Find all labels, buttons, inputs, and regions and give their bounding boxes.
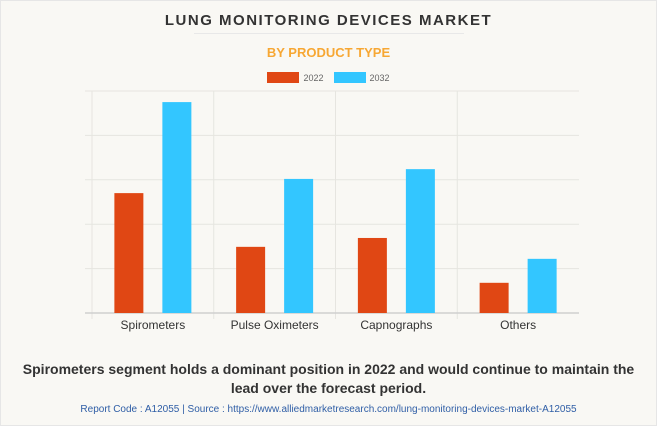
bar-capnographs-2032[interactable]	[405, 169, 435, 313]
legend-label-2022: 2022	[303, 72, 324, 83]
x-tick-label: Spirometers	[121, 318, 186, 332]
bar-pulse-oximeters-2022[interactable]	[236, 246, 266, 313]
bar-spirometers-2022[interactable]	[114, 193, 144, 313]
chart-caption: Spirometers segment holds a dominant pos…	[22, 361, 635, 396]
legend-item-2032[interactable]: 2032	[333, 72, 390, 83]
bar-others-2032[interactable]	[527, 258, 557, 313]
bar-spirometers-2032[interactable]	[162, 102, 192, 313]
bar-chart: Spirometers Pulse Oximeters Capnographs Oth…	[85, 90, 579, 332]
source-line[interactable]: Report Code : A12055 | Source : https://…	[80, 404, 577, 415]
chart-subtitle: BY PRODUCT TYPE	[266, 45, 391, 60]
title-divider	[194, 33, 464, 34]
x-tick-label: Others	[500, 318, 536, 332]
bar-pulse-oximeters-2032[interactable]	[284, 178, 314, 313]
x-tick-label: Capnographs	[360, 318, 432, 332]
chart-title: LUNG MONITORING DEVICES MARKET	[164, 12, 493, 29]
bar-others-2022[interactable]	[479, 282, 509, 313]
x-tick-label: Pulse Oximeters	[231, 318, 319, 332]
legend-swatch-2022	[267, 72, 300, 83]
legend-label-2032: 2032	[369, 72, 390, 83]
legend-swatch-2032	[333, 72, 366, 83]
bar-capnographs-2022[interactable]	[357, 237, 387, 313]
legend: 2022 2032	[0, 72, 657, 83]
legend-item-2022[interactable]: 2022	[267, 72, 324, 83]
